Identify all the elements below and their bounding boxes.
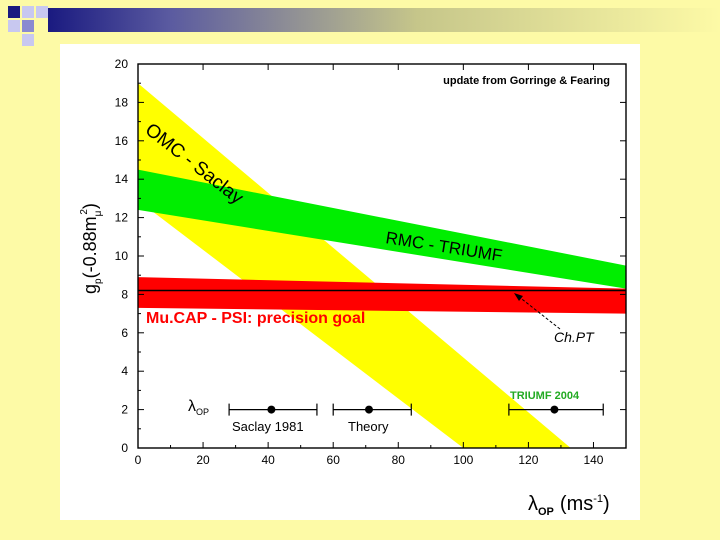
y-axis-title: gp(-0.88mμ2) (79, 203, 104, 294)
chart-title: update from Gorringe & Fearing (443, 75, 610, 87)
x-tick-label: 20 (196, 453, 210, 467)
mucap-band-label: Mu.CAP - PSI: precision goal (146, 310, 365, 327)
y-tick-label: 16 (115, 134, 129, 148)
rmc-band (138, 169, 626, 289)
x-tick-label: 40 (261, 453, 275, 467)
chart-panel: 0 20 40 60 80 100 120 140 0 2 4 6 8 10 12 14 16 18 20 upda… (60, 44, 640, 520)
y-tick-label: 2 (121, 403, 128, 417)
lambda-op-label: λOP (188, 398, 209, 417)
theory-point (332, 403, 412, 416)
y-tick-label: 8 (121, 287, 128, 301)
omc-band (138, 83, 571, 448)
corner-square (36, 6, 48, 18)
corner-square (22, 34, 34, 46)
triumf-2004-point (508, 403, 604, 416)
x-tick-label: 100 (453, 453, 473, 467)
data-point (267, 405, 276, 414)
data-point (550, 405, 559, 414)
mucap-band (138, 277, 626, 314)
y-tick-label: 20 (115, 57, 129, 71)
header-stripe (48, 8, 720, 32)
y-tick-label: 12 (115, 211, 129, 225)
x-tick-label: 120 (518, 453, 538, 467)
corner-square (8, 20, 20, 32)
y-tick-label: 6 (121, 326, 128, 340)
corner-square (8, 6, 20, 18)
y-tick-label: 14 (115, 172, 129, 186)
x-tick-label: 80 (392, 453, 406, 467)
chart: 0 20 40 60 80 100 120 140 0 2 4 6 8 10 12 14 16 18 20 upda… (79, 57, 627, 518)
data-point (364, 405, 373, 414)
x-tick-label: 0 (135, 453, 142, 467)
y-tick-label: 18 (115, 95, 129, 109)
x-tick-label: 60 (327, 453, 341, 467)
theory-label: Theory (348, 419, 389, 434)
chpt-arrow-line (517, 295, 561, 330)
corner-square (22, 20, 34, 32)
saclay-1981-point (228, 403, 318, 416)
y-tick-label: 10 (115, 249, 129, 263)
saclay-1981-label: Saclay 1981 (232, 419, 304, 434)
x-tick-label: 140 (583, 453, 603, 467)
triumf-2004-label: TRIUMF 2004 (510, 390, 580, 402)
chpt-label: Ch.PT (554, 329, 595, 345)
chpt-arrow-head (514, 293, 523, 301)
y-tick-label: 4 (121, 364, 128, 378)
corner-square (22, 6, 34, 18)
y-tick-label: 0 (121, 441, 128, 455)
x-axis-title: λOP (ms-1) (528, 493, 610, 518)
